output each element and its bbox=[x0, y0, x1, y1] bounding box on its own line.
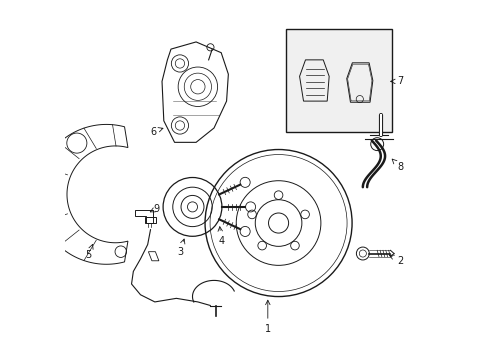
Text: 8: 8 bbox=[391, 159, 403, 172]
Bar bbox=[285, 30, 391, 132]
Text: 6: 6 bbox=[150, 127, 163, 136]
Text: 4: 4 bbox=[218, 227, 224, 246]
Text: 5: 5 bbox=[85, 244, 93, 260]
Text: 7: 7 bbox=[390, 76, 403, 86]
Bar bbox=[145, 217, 156, 223]
Text: 3: 3 bbox=[177, 239, 184, 257]
Text: 2: 2 bbox=[388, 255, 403, 266]
Text: 1: 1 bbox=[264, 300, 270, 334]
Text: 9: 9 bbox=[150, 204, 160, 214]
